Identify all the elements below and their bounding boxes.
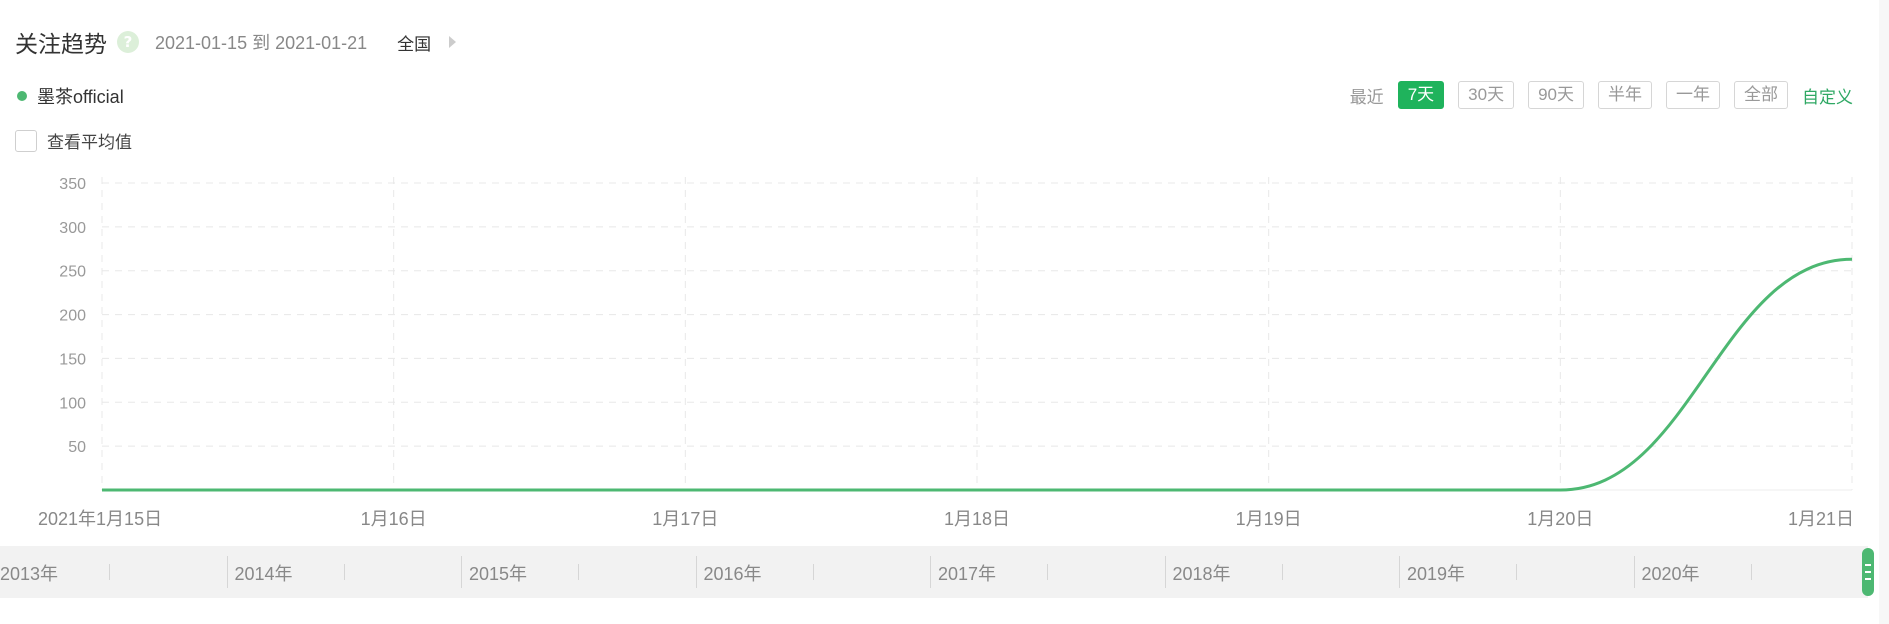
y-tick-label: 50 xyxy=(68,439,86,456)
legend-label: 墨茶official xyxy=(37,87,124,107)
timeline-year-label: 2018年 xyxy=(1172,564,1231,584)
x-tick-label: 1月21日 xyxy=(1788,509,1854,529)
timeline-year-label: 2015年 xyxy=(469,564,528,584)
range-90d-button[interactable]: 90天 xyxy=(1528,81,1584,109)
x-tick-label: 1月20日 xyxy=(1527,509,1593,529)
average-checkbox[interactable] xyxy=(15,129,37,152)
y-tick-label: 300 xyxy=(59,220,86,237)
chevron-right-icon[interactable] xyxy=(449,36,457,48)
timeline-year-label: 2017年 xyxy=(938,564,997,584)
range-7d-button[interactable]: 7天 xyxy=(1397,81,1445,109)
timeline-year-tick xyxy=(695,556,697,588)
range-all-button[interactable]: 全部 xyxy=(1734,81,1788,109)
timeline-minor-tick xyxy=(109,564,111,580)
x-tick-label: 2021年1月15日 xyxy=(38,509,162,529)
grip-line xyxy=(1865,578,1871,580)
range-half-year-button[interactable]: 半年 xyxy=(1598,81,1652,109)
timeline-year-tick xyxy=(1164,556,1166,588)
timeline-minor-tick xyxy=(578,564,580,580)
timeline-handle[interactable] xyxy=(1862,548,1874,596)
scrollbar[interactable] xyxy=(1879,0,1889,624)
timeline-minor-tick xyxy=(1047,564,1049,580)
custom-range-link[interactable]: 自定义 xyxy=(1802,87,1853,108)
legend[interactable]: 墨茶official xyxy=(17,83,124,109)
legend-dot-icon xyxy=(17,91,27,101)
timeline-minor-tick xyxy=(1750,564,1752,580)
trend-chart: 50 100 150 200 250 300 350 2021年1月15日 1月16日 1月17日… xyxy=(38,176,1854,529)
average-toggle[interactable]: 查看平均值 xyxy=(15,128,132,153)
grip-line xyxy=(1865,571,1871,573)
average-label: 查看平均值 xyxy=(47,133,132,153)
timeline-year-label: 2014年 xyxy=(234,564,293,584)
timeline-slider[interactable]: 2013年 2014年 2015年 2016年 2017年 2018年 2019年 2020年 xyxy=(0,546,1868,598)
x-tick-label: 1月19日 xyxy=(1236,509,1302,529)
region-selector[interactable]: 全国 xyxy=(397,34,432,55)
timeline-year-tick xyxy=(226,556,228,588)
range-one-year-button[interactable]: 一年 xyxy=(1666,81,1720,109)
x-tick-label: 1月16日 xyxy=(361,509,427,529)
range-30d-button[interactable]: 30天 xyxy=(1458,81,1515,109)
date-range: 2021-01-15 到 2021-01-21 xyxy=(155,33,368,53)
chart-header: 关注趋势 ? 2021-01-15 到 2021-01-21 全国 xyxy=(15,22,457,62)
x-tick-label: 1月17日 xyxy=(652,509,718,529)
timeline-year-label: 2013年 xyxy=(0,564,59,584)
timeline-minor-tick xyxy=(1516,564,1518,580)
series-line xyxy=(101,257,1853,492)
range-prefix: 最近 xyxy=(1349,87,1384,108)
y-tick-label: 250 xyxy=(59,264,86,281)
x-tick-label: 1月18日 xyxy=(944,509,1010,529)
grip-line xyxy=(1865,564,1871,566)
y-tick-label: 150 xyxy=(59,351,86,368)
timeline-year-label: 2016年 xyxy=(703,564,762,584)
range-selector: 最近 7天 30天 90天 半年 一年 全部 自定义 xyxy=(1350,81,1853,109)
page-title: 关注趋势 xyxy=(15,32,107,58)
timeline-year-label: 2020年 xyxy=(1641,564,1700,584)
y-tick-label: 100 xyxy=(59,395,86,412)
timeline-year-tick xyxy=(461,556,462,588)
timeline-year-label: 2019年 xyxy=(1407,564,1466,584)
timeline-minor-tick xyxy=(1281,564,1283,580)
timeline-year-tick xyxy=(1633,556,1635,588)
timeline-year-tick xyxy=(930,556,931,588)
timeline-minor-tick xyxy=(343,564,345,580)
question-mark-icon[interactable]: ? xyxy=(117,31,139,53)
y-tick-label: 200 xyxy=(59,308,86,325)
y-tick-label: 350 xyxy=(59,176,86,193)
timeline-minor-tick xyxy=(812,564,814,580)
timeline-year-tick xyxy=(1399,556,1400,588)
